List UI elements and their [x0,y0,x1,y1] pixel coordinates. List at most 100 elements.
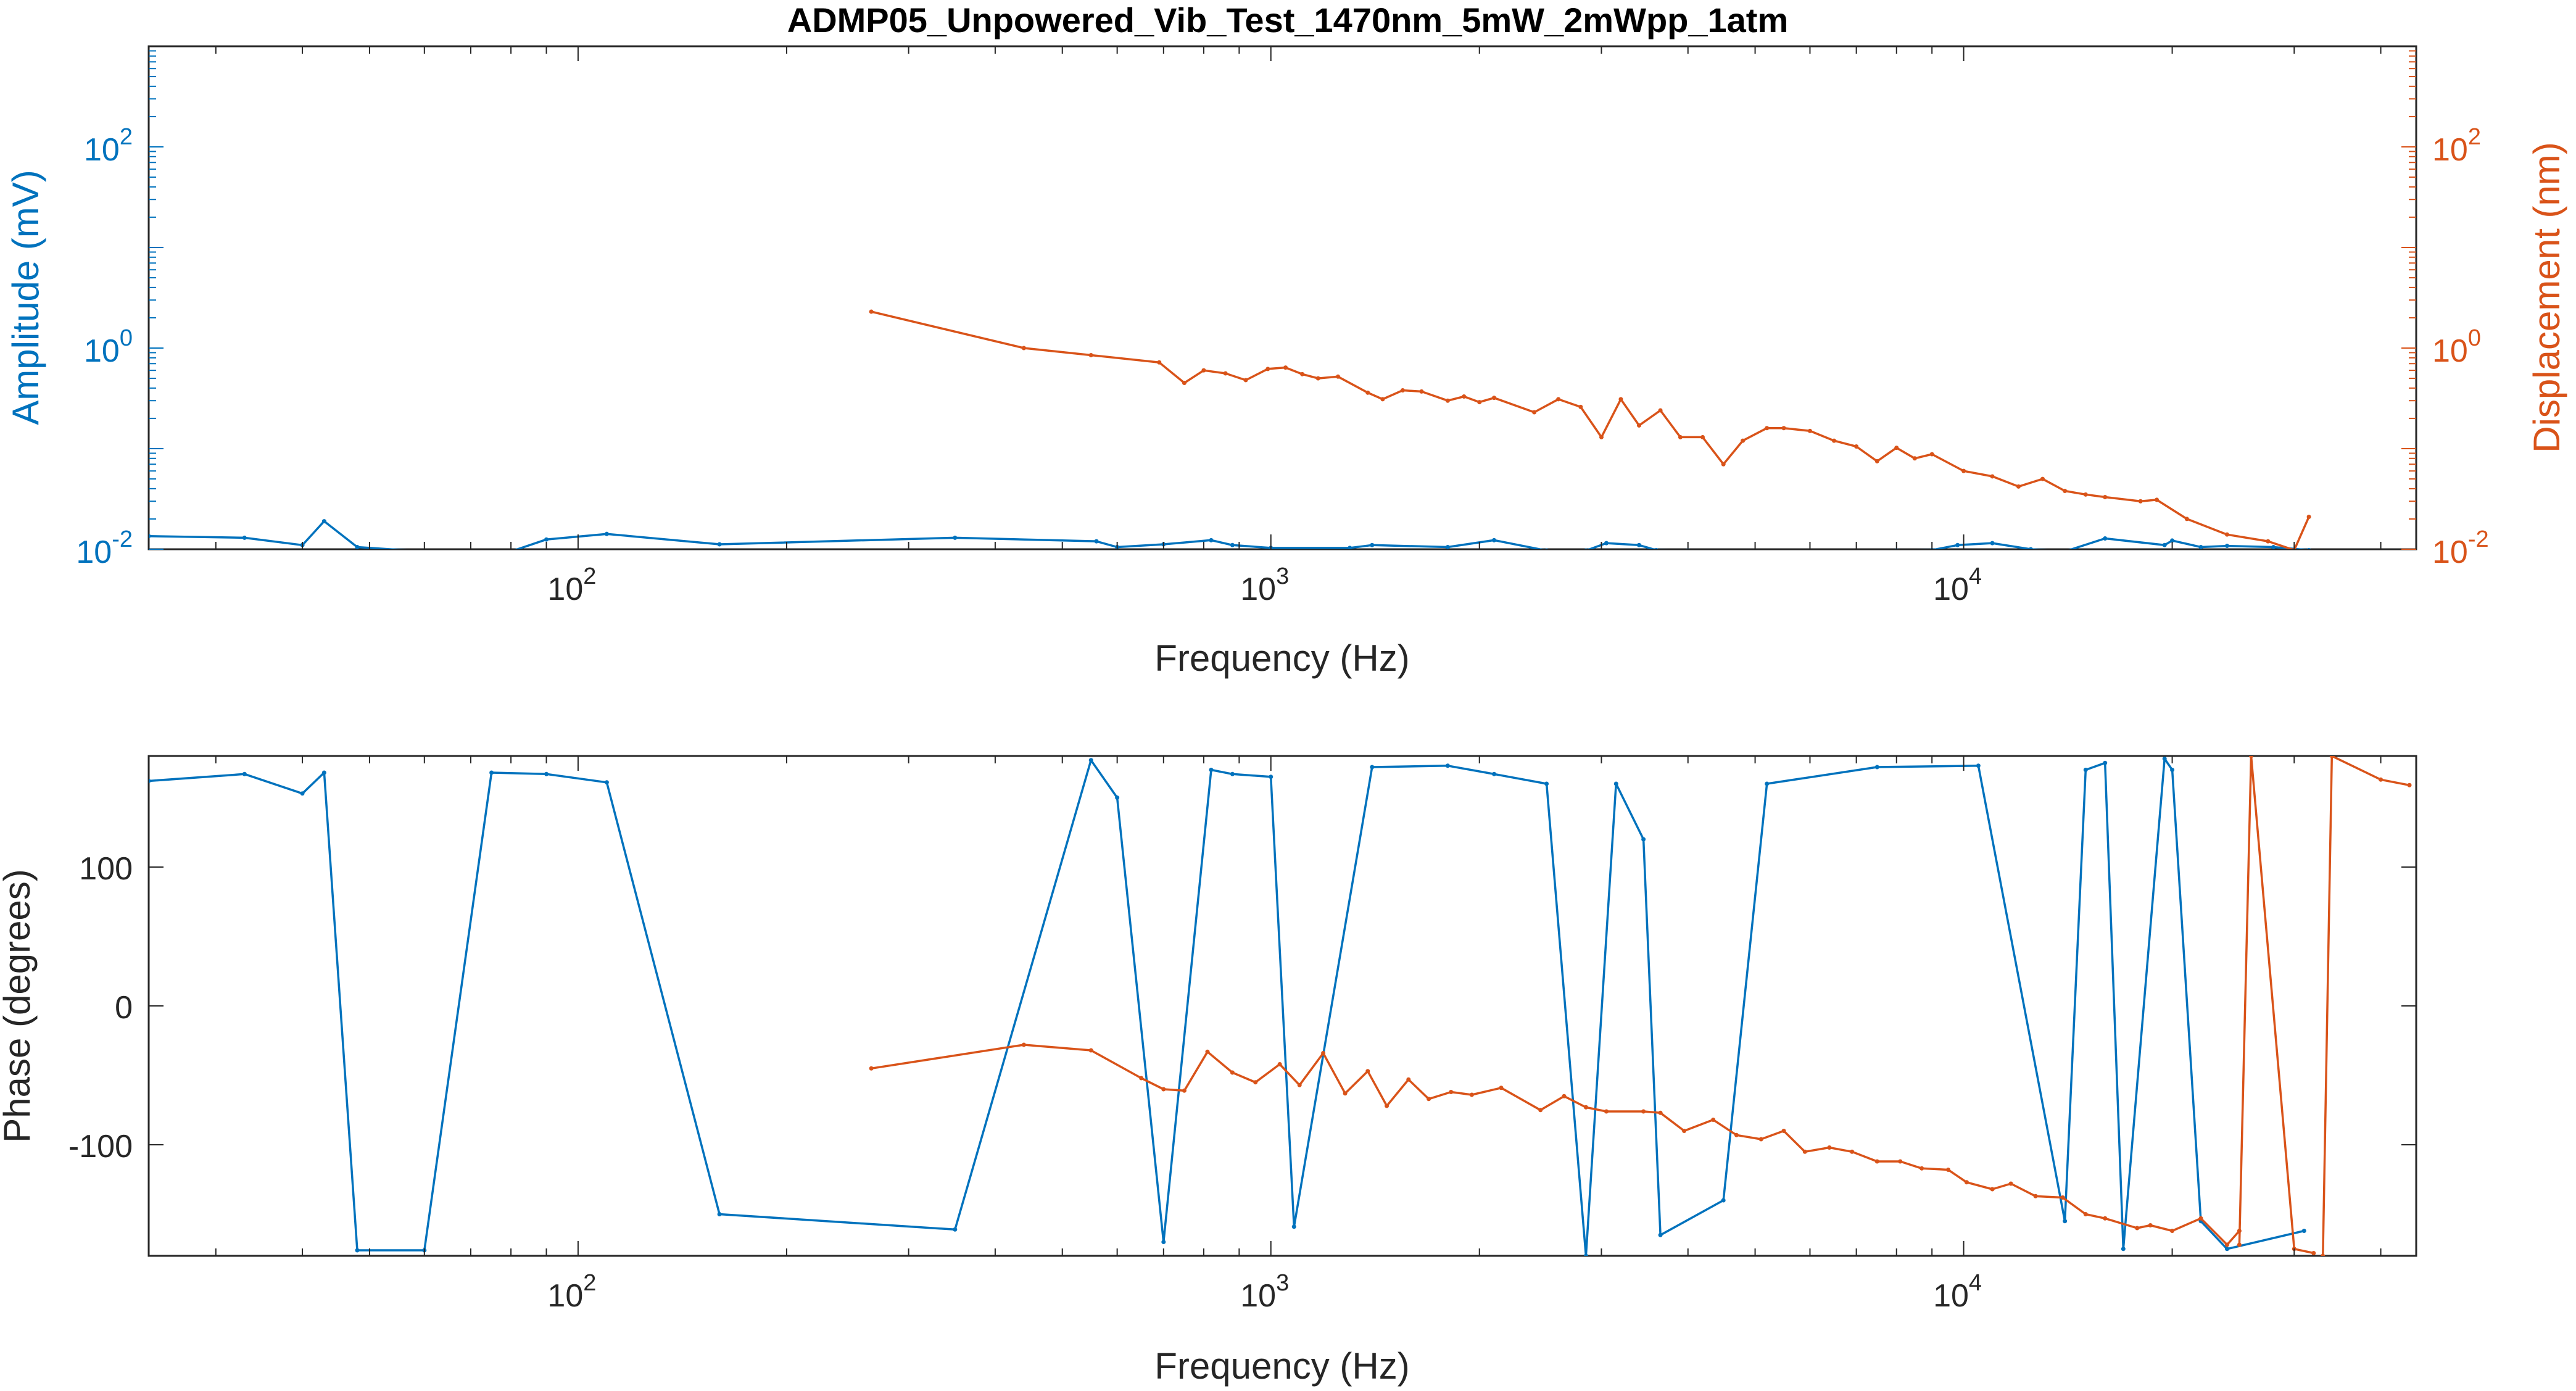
data-point [2103,494,2108,499]
data-point [2103,1216,2108,1221]
data-point [2040,476,2045,481]
data-point [869,1066,874,1071]
data-point [321,519,326,524]
data-point [1253,1080,1258,1085]
chart-title: ADMP05_Unpowered_Vib_Test_1470nm_5mW_2mW… [787,1,1789,39]
data-point [1544,781,1549,786]
data-point [2301,1229,2306,1233]
left-y-tick-label-base: 10 [84,333,120,369]
right-y-tick-label: 102 [2432,124,2481,168]
data-point [1827,1145,1832,1150]
data-point [2135,1226,2140,1231]
data-point [1469,1092,1474,1097]
data-point [1641,1109,1646,1114]
data-point [1976,763,1981,768]
data-point [2060,1195,2065,1200]
x-tick-label-base: 10 [1933,571,1969,607]
data-point [1583,1253,1588,1256]
data-point [2083,768,2088,772]
data-point [717,1212,722,1216]
data-point [321,770,326,775]
data-point [1094,539,1099,544]
data-point [2306,514,2311,519]
data-point [1831,438,1836,443]
data-point [1182,381,1187,386]
y-tick-label-base: -100 [68,1129,133,1165]
data-point [1946,1168,1951,1172]
data-point [355,1248,360,1253]
data-point [1406,1077,1411,1082]
data-point [1765,781,1770,786]
y-tick-label: 0 [115,990,133,1026]
data-point [149,534,151,539]
right-y-tick-label: 100 [2432,325,2481,369]
left-y-tick-label-exponent: -2 [112,526,133,552]
series-group [149,309,2311,555]
data-point [242,771,247,776]
right-y-tick-label-base: 10 [2432,132,2468,168]
left-y-tick-label-base: 10 [84,132,120,168]
data-point [1658,1110,1663,1115]
data-point [2103,536,2108,541]
data-point [1641,837,1646,842]
data-point [2407,783,2412,787]
data-point [1182,1088,1187,1093]
data-point [2155,497,2160,502]
data-point [2224,532,2229,537]
data-point [1807,428,1812,433]
data-point [2311,1251,2316,1255]
data-point [1477,400,1482,405]
data-point [1300,372,1305,376]
data-point [2184,517,2189,521]
data-point [1139,1076,1144,1081]
data-point [1021,346,1026,351]
data-point [2224,1247,2229,1252]
x-tick-label-exponent: 4 [1969,1270,1982,1296]
data-point [544,537,549,542]
data-point [1613,781,1618,786]
left-y-tick-label-exponent: 0 [120,325,133,351]
data-point [1297,1082,1302,1087]
data-point [1578,404,1583,409]
data-point [2063,1219,2068,1224]
data-point [1990,541,1995,546]
data-point [869,309,874,314]
x-tick-label-exponent: 3 [1276,1270,1289,1296]
data-point [2063,488,2068,493]
data-point [1230,542,1235,547]
data-point [1654,547,1659,549]
data-point [1894,446,1899,451]
data-point [1874,1159,1879,1164]
data-point [1400,388,1405,392]
displacement-y-axis-label: Displacement (nm) [2526,142,2567,452]
data-point [1209,768,1214,772]
data-point [1636,423,1641,428]
x-tick-label: 103 [1240,1270,1289,1314]
data-point [1021,1042,1026,1047]
data-point [1854,444,1859,449]
data-point [1964,1180,1969,1185]
data-point [1370,765,1375,770]
left-y-tick-label: 10-2 [76,526,133,570]
phase-series-line-orange [2238,756,2314,1255]
data-point [1209,538,1214,542]
data-point [1315,376,1320,381]
data-point [1636,542,1641,547]
series-group [149,756,2412,1256]
data-point [1385,1103,1389,1108]
data-point [1898,1159,1903,1164]
data-point [1157,360,1162,365]
data-point [2198,545,2203,549]
data-point [2162,757,2167,761]
data-point [1912,456,1917,461]
data-point [604,780,609,785]
data-point [1658,1232,1663,1237]
data-point [1682,1129,1687,1133]
data-point [2306,547,2311,549]
data-point [468,550,473,555]
right-y-tick-label-base: 10 [2432,534,2468,570]
data-point [1961,468,1966,473]
data-point [1269,774,1274,779]
